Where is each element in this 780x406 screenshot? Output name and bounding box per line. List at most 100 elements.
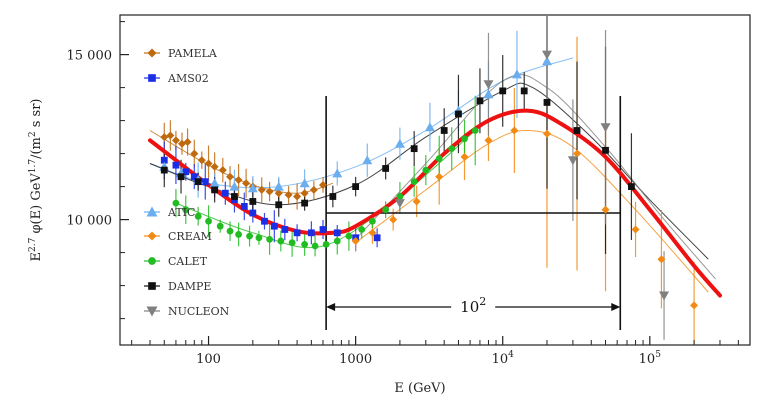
data-point-dampe [499, 87, 507, 95]
data-point-cream [368, 228, 377, 237]
annotation-arrowhead-left [326, 303, 336, 311]
data-point-calet [194, 212, 202, 220]
legend-marker-atic [146, 206, 158, 217]
data-point-calet [368, 217, 376, 225]
data-point-dampe [177, 173, 185, 181]
data-point-cream [601, 205, 610, 214]
data-point-atic [299, 178, 310, 188]
data-point-dampe [352, 183, 360, 190]
annotation-label-bg [451, 295, 496, 317]
data-point-cream [412, 197, 421, 206]
data-point-calet [266, 236, 273, 243]
data-point-pamela [293, 192, 302, 201]
data-point-calet [422, 166, 430, 174]
data-point-ams02 [270, 222, 278, 230]
data-point-nucleon [600, 123, 611, 133]
y-tick-label: 15 000 [67, 49, 113, 64]
legend-label-atic: ATIC [167, 206, 195, 219]
legend-label-dampe: DAMPE [168, 280, 211, 293]
data-point-atic [229, 181, 240, 191]
annotation-label-sup: 2 [479, 295, 486, 308]
data-point-ams02 [201, 178, 209, 186]
y-axis-title-sup2: 1.7 [28, 159, 38, 174]
data-point-ams02 [240, 203, 248, 210]
x-tick-label-base: 100 [196, 352, 221, 367]
data-point-ams02 [319, 226, 327, 233]
legend-label-cream: CREAM [168, 230, 212, 243]
y-axis-title-sup3: 2 [28, 131, 38, 137]
data-point-ams02 [221, 189, 229, 197]
data-point-calet [226, 227, 234, 235]
data-point-atic [424, 122, 435, 132]
data-point-dampe [249, 198, 257, 205]
data-point-ams02 [373, 234, 381, 242]
data-point-atic [209, 178, 220, 188]
data-point-cream [510, 126, 519, 135]
data-point-ams02 [281, 226, 289, 233]
data-point-dampe [301, 199, 309, 207]
data-point-dampe [382, 165, 390, 172]
data-point-pamela [257, 185, 266, 194]
data-point-dampe [476, 97, 484, 105]
data-point-atic [247, 183, 258, 193]
data-point-calet [322, 240, 330, 248]
legend-label-nucleon: NUCLEON [168, 305, 230, 318]
data-point-ams02 [190, 173, 198, 181]
legend-marker-dampe [148, 282, 156, 290]
data-point-pamela [274, 189, 283, 198]
data-point-cream [542, 129, 551, 138]
data-point-calet [205, 217, 212, 225]
data-point-calet [172, 199, 180, 207]
data-point-dampe [440, 127, 448, 134]
data-point-nucleon [394, 199, 405, 209]
data-point-pamela [166, 131, 175, 140]
legend: PAMELA AMS02 ATIC CREAM CALET DAMPE NUCLEON [144, 47, 230, 318]
data-point-dampe [573, 127, 581, 134]
legend-marker-cream [147, 231, 157, 241]
data-point-ams02 [182, 168, 190, 176]
x-tick-label: 105 [639, 350, 662, 367]
data-point-pamela [284, 190, 293, 199]
data-point-dampe [455, 110, 462, 118]
x-tick-label-base: 10 [639, 352, 656, 367]
x-tick-label: 104 [492, 350, 515, 367]
data-point-pamela [197, 156, 206, 165]
data-point-pamela [226, 172, 235, 181]
data-point-pamela [265, 187, 274, 196]
data-point-dampe [211, 186, 219, 194]
data-point-calet [216, 222, 224, 230]
legend-label-pamela: PAMELA [168, 47, 218, 60]
data-point-calet [246, 232, 253, 240]
plot-frame [119, 14, 751, 346]
legend-marker-nucleon [146, 306, 158, 317]
x-tick-label-sup: 4 [508, 350, 514, 360]
data-point-nucleon [659, 291, 670, 301]
data-point-calet [382, 206, 390, 214]
data-markers [159, 50, 699, 310]
data-point-cream [631, 225, 640, 234]
data-point-cream [435, 172, 444, 181]
data-point-pamela [190, 149, 199, 158]
data-point-pamela [234, 176, 243, 184]
data-point-calet [235, 231, 242, 238]
data-point-dampe [231, 193, 238, 200]
x-tick-label: 100 [196, 352, 221, 367]
data-point-calet [288, 239, 296, 247]
data-point-ams02 [307, 229, 315, 237]
legend-label-calet: CALET [168, 255, 208, 268]
legend-marker-calet [148, 257, 156, 265]
data-point-pamela [183, 138, 192, 147]
data-point-dampe [543, 99, 551, 106]
data-point-ams02 [172, 161, 180, 169]
data-point-cream [690, 301, 699, 310]
data-point-nucleon [483, 80, 494, 90]
data-point-cream [484, 136, 493, 145]
guide-curve-dampe [149, 82, 709, 260]
data-point-dampe [602, 146, 609, 154]
data-point-pamela [210, 162, 219, 171]
data-point-dampe [275, 201, 283, 209]
x-tick-label-sup: 5 [655, 350, 661, 360]
data-point-dampe [520, 87, 528, 95]
error-bars [163, 15, 695, 345]
